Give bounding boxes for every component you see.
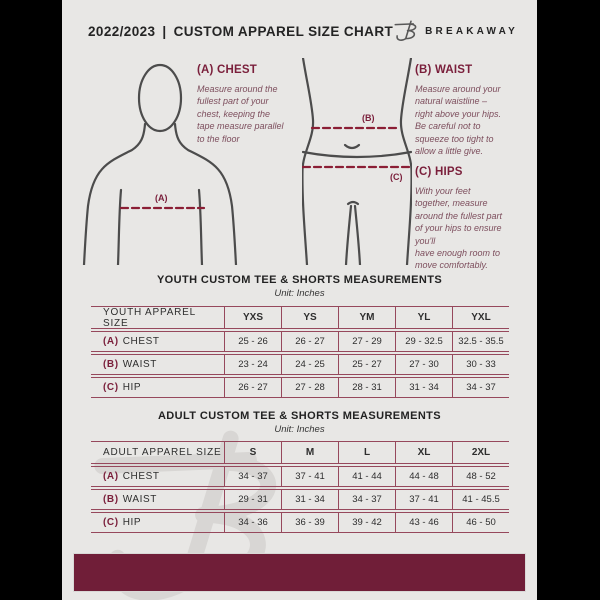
size-column-header: L [338,442,395,463]
page-title: 2022/2023 | CUSTOM APPAREL SIZE CHART [88,24,393,39]
waist-description: Measure around your natural waistline – … [415,84,502,157]
size-value-cell: 34 - 37 [338,490,395,509]
hips-instructions: (C) HIPS With your feet together, measur… [415,166,533,272]
chest-description: Measure around the fullest part of your … [197,84,284,144]
size-column-header: YM [338,307,395,328]
size-value-cell: 37 - 41 [281,467,338,486]
size-value-cell: 23 - 24 [224,355,281,374]
size-column-header: YL [395,307,452,328]
navel-mark [343,143,361,150]
hips-line-label: (C) [390,172,403,182]
table-row-waist: (B) WAIST 29 - 31 31 - 34 34 - 37 37 - 4… [91,489,509,510]
size-value-cell: 24 - 25 [281,355,338,374]
row-label: (A) CHEST [103,471,160,482]
adult-size-table: ADULT APPAREL SIZE S M L XL 2XL (A) CHES… [91,441,509,535]
chest-heading: (A) CHEST [197,64,257,76]
size-column-header: YXS [224,307,281,328]
size-value-cell: 26 - 27 [281,332,338,351]
table-row-hip: (C) HIP 34 - 36 36 - 39 39 - 42 43 - 46 … [91,512,509,533]
footer-bar [73,553,526,592]
table-row-waist: (B) WAIST 23 - 24 24 - 25 25 - 27 27 - 3… [91,354,509,375]
chest-line-label: (A) [155,193,168,203]
size-value-cell: 41 - 45.5 [452,490,509,509]
size-value-cell: 27 - 29 [338,332,395,351]
table-row-chest: (A) CHEST 34 - 37 37 - 41 41 - 44 44 - 4… [91,466,509,487]
head-outline [137,63,183,133]
hips-heading: (C) HIPS [415,166,463,178]
size-value-cell: 46 - 50 [452,513,509,532]
size-column-header: M [281,442,338,463]
size-value-cell: 34 - 36 [224,513,281,532]
size-value-cell: 43 - 46 [395,513,452,532]
row-label: (A) CHEST [103,336,160,347]
adult-section-title: ADULT CUSTOM TEE & SHORTS MEASUREMENTS [157,410,442,422]
table-row-hip: (C) HIP 26 - 27 27 - 28 28 - 31 31 - 34 … [91,377,509,398]
chart-title: CUSTOM APPAREL SIZE CHART [173,23,394,39]
size-value-cell: 44 - 48 [395,467,452,486]
size-value-cell: 27 - 28 [281,378,338,397]
size-value-cell: 31 - 34 [281,490,338,509]
size-value-cell: 26 - 27 [224,378,281,397]
size-column-header: YXL [452,307,509,328]
waist-line-label: (B) [362,113,375,123]
adult-table-header-row: ADULT APPAREL SIZE S M L XL 2XL [91,441,509,464]
size-value-cell: 29 - 31 [224,490,281,509]
size-value-cell: 41 - 44 [338,467,395,486]
size-value-cell: 37 - 41 [395,490,452,509]
row-label: (C) HIP [103,517,142,528]
size-value-cell: 34 - 37 [224,467,281,486]
table-row-chest: (A) CHEST 25 - 26 26 - 27 27 - 29 29 - 3… [91,331,509,352]
hip-curve-line [302,150,412,159]
size-value-cell: 30 - 33 [452,355,509,374]
youth-unit-label: Unit: Inches [274,288,325,299]
row-label: (C) HIP [103,382,142,393]
chest-instructions: (A) CHEST Measure around the fullest par… [197,64,315,145]
size-value-cell: 28 - 31 [338,378,395,397]
waist-instructions: (B) WAIST Measure around your natural wa… [415,64,531,157]
size-value-cell: 25 - 26 [224,332,281,351]
brand-lockup: BREAKAWAY [393,18,518,44]
breakaway-logo-icon [394,20,417,41]
torso-diagram: (A) [82,63,238,265]
waist-heading: (B) WAIST [415,64,473,76]
size-value-cell: 31 - 34 [395,378,452,397]
size-value-cell: 34 - 37 [452,378,509,397]
size-column-header: S [224,442,281,463]
youth-size-table: YOUTH APPAREL SIZE YXS YS YM YL YXL (A) … [91,306,509,400]
row-label: (B) WAIST [103,494,157,505]
year-label: 2022/2023 [88,23,156,39]
brand-name: BREAKAWAY [425,25,519,37]
size-value-cell: 29 - 32.5 [395,332,452,351]
size-value-cell: 32.5 - 35.5 [452,332,509,351]
page-header: 2022/2023 | CUSTOM APPAREL SIZE CHART BR… [88,16,517,46]
adult-unit-label: Unit: Inches [274,424,325,435]
table-header-cell: YOUTH APPAREL SIZE [103,306,196,329]
size-value-cell: 48 - 52 [452,467,509,486]
lower-body-diagram: (B) (C) [302,58,412,265]
size-column-header: YS [281,307,338,328]
size-value-cell: 27 - 30 [395,355,452,374]
hips-description: With your feet together, measure around … [415,186,503,271]
size-column-header: XL [395,442,452,463]
table-header-cell: ADULT APPAREL SIZE [103,447,222,458]
youth-section-title: YOUTH CUSTOM TEE & SHORTS MEASUREMENTS [156,274,443,286]
size-value-cell: 39 - 42 [338,513,395,532]
size-column-header: 2XL [452,442,509,463]
row-label: (B) WAIST [103,359,157,370]
size-value-cell: 36 - 39 [281,513,338,532]
title-separator: | [162,23,167,39]
youth-table-header-row: YOUTH APPAREL SIZE YXS YS YM YL YXL [91,306,509,329]
size-value-cell: 25 - 27 [338,355,395,374]
size-chart-page: 2022/2023 | CUSTOM APPAREL SIZE CHART BR… [62,0,537,600]
